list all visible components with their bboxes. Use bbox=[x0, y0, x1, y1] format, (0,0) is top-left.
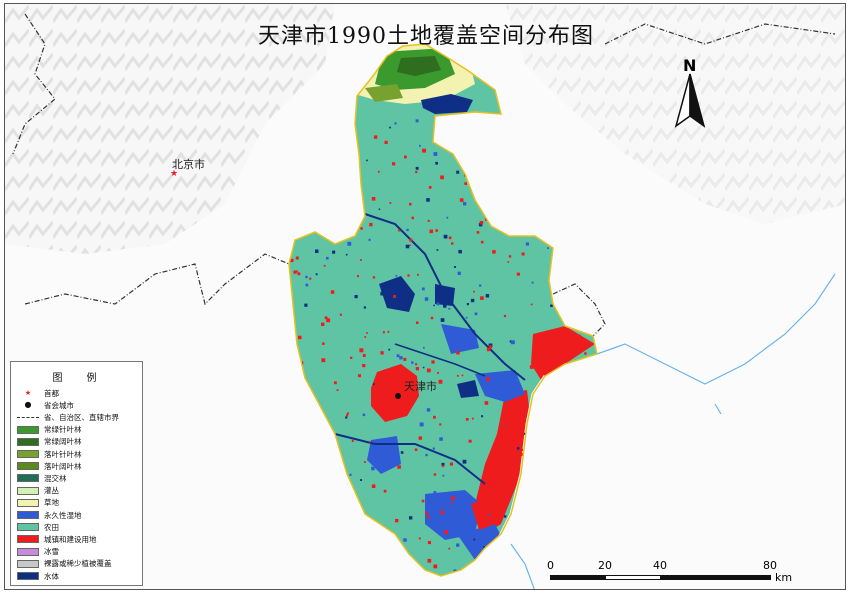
wetland-area bbox=[425, 490, 481, 540]
province-boundary bbox=[552, 283, 606, 337]
legend-item: 落叶阔叶林 bbox=[17, 461, 82, 471]
north-letter: N bbox=[683, 56, 697, 75]
legend-item-label: 常绿阔叶林 bbox=[44, 437, 82, 447]
water-body bbox=[457, 380, 479, 398]
legend-swatch bbox=[17, 486, 39, 495]
river bbox=[394, 343, 486, 377]
legend-item-label: 首都 bbox=[44, 388, 59, 398]
river bbox=[364, 213, 526, 381]
scale-segment bbox=[550, 575, 606, 580]
reservoir bbox=[421, 94, 473, 114]
mountain-shading-east bbox=[505, 4, 845, 224]
forest-area bbox=[365, 84, 403, 102]
legend-swatch bbox=[17, 474, 39, 483]
legend-item-label: 永久性湿地 bbox=[44, 510, 82, 520]
urban-area bbox=[471, 498, 495, 530]
scale-tick-label: 20 bbox=[598, 559, 612, 572]
legend-item-label: 灌丛 bbox=[44, 486, 59, 496]
mountain-shading bbox=[5, 4, 335, 254]
legend-item: 永久性湿地 bbox=[17, 510, 82, 520]
tianjin-boundary bbox=[288, 43, 598, 577]
scale-tick-label: 40 bbox=[653, 559, 667, 572]
legend-swatch bbox=[17, 511, 39, 519]
scale-segment bbox=[605, 575, 661, 580]
urban-area bbox=[371, 364, 419, 422]
legend-item-label: 草地 bbox=[44, 498, 59, 508]
legend-swatch bbox=[17, 498, 39, 507]
map-frame: ★ 天津市1990土地覆盖空间分布图 北京市 天津市 N 图例 ★ 首都 ● 省会城市… bbox=[4, 3, 846, 590]
legend-swatch bbox=[17, 559, 39, 568]
legend-item-label: 落叶阔叶林 bbox=[44, 461, 82, 471]
province-boundary bbox=[12, 13, 56, 155]
province-boundary bbox=[604, 23, 836, 45]
legend-item-label: 农田 bbox=[44, 522, 59, 532]
legend-item: 冰雪 bbox=[17, 547, 59, 557]
wetland-area bbox=[367, 436, 401, 474]
capital-star-icon: ★ bbox=[170, 169, 178, 179]
legend-item: ★ 首都 bbox=[17, 388, 59, 398]
water-body bbox=[379, 276, 415, 312]
scale-tick-label: 0 bbox=[547, 559, 554, 572]
legend-item-label: 城镇和建设用地 bbox=[44, 534, 97, 544]
legend-item: 灌丛 bbox=[17, 486, 59, 496]
coastline bbox=[714, 403, 722, 415]
legend-item-label: 省、自治区、直辖市界 bbox=[44, 412, 119, 422]
legend-title: 图例 bbox=[52, 373, 121, 384]
tianjin-label: 天津市 bbox=[404, 380, 437, 393]
legend-item-label: 水体 bbox=[44, 571, 59, 581]
legend-swatch bbox=[17, 523, 39, 532]
river bbox=[334, 433, 486, 485]
legend-swatch bbox=[17, 572, 39, 580]
legend-item: 水体 bbox=[17, 571, 59, 581]
urban-area bbox=[531, 326, 595, 380]
beijing-label: 北京市 bbox=[172, 158, 205, 171]
legend-item-label: 常绿针叶林 bbox=[44, 425, 82, 435]
legend-item: 常绿阔叶林 bbox=[17, 437, 82, 447]
legend-item-label: 裸露或稀少植被覆盖 bbox=[44, 559, 112, 569]
legend-swatch bbox=[17, 450, 39, 458]
legend-swatch bbox=[17, 437, 39, 446]
legend-item-label: 混交林 bbox=[44, 473, 67, 483]
legend-item: 落叶针叶林 bbox=[17, 449, 82, 459]
legend-item: ● 省会城市 bbox=[17, 400, 75, 410]
legend-item: 省、自治区、直辖市界 bbox=[17, 412, 119, 422]
scale-segment bbox=[660, 575, 771, 580]
legend-swatch bbox=[17, 547, 39, 556]
legend-item: 常绿针叶林 bbox=[17, 425, 82, 435]
province-boundary bbox=[24, 253, 290, 306]
legend-item-label: 冰雪 bbox=[44, 547, 59, 557]
wetland-area bbox=[441, 324, 479, 354]
map-title: 天津市1990土地覆盖空间分布图 bbox=[258, 24, 594, 49]
forest-area bbox=[397, 56, 441, 76]
legend-swatch bbox=[17, 535, 39, 544]
map-canvas: ★ bbox=[5, 4, 845, 589]
scale-bar: 0 20 40 80 km bbox=[545, 559, 805, 589]
coastline bbox=[596, 273, 836, 385]
legend-item-label: 落叶针叶林 bbox=[44, 449, 82, 459]
wetland-area bbox=[457, 524, 505, 560]
legend-item: 城镇和建设用地 bbox=[17, 534, 97, 544]
legend-swatch bbox=[17, 425, 39, 434]
red-star-icon: ★ bbox=[24, 389, 32, 397]
legend-item-label: 省会城市 bbox=[44, 400, 74, 410]
city-marker bbox=[395, 393, 401, 399]
scale-unit: km bbox=[775, 571, 793, 584]
legend-item: 草地 bbox=[17, 498, 59, 508]
legend-item: 裸露或稀少植被覆盖 bbox=[17, 559, 112, 569]
legend-swatch bbox=[17, 462, 39, 471]
black-dot-icon: ● bbox=[24, 400, 32, 410]
coastline bbox=[510, 543, 535, 589]
north-arrow-icon bbox=[674, 73, 706, 128]
scale-tick-label: 80 bbox=[763, 559, 777, 572]
boundary-line-icon bbox=[17, 417, 39, 419]
legend-item: 农田 bbox=[17, 522, 59, 532]
legend: 图例 ★ 首都 ● 省会城市省、自治区、直辖市界 常绿针叶林常绿阔叶林落叶针叶林落叶阔叶… bbox=[10, 361, 143, 586]
legend-item: 混交林 bbox=[17, 473, 67, 483]
